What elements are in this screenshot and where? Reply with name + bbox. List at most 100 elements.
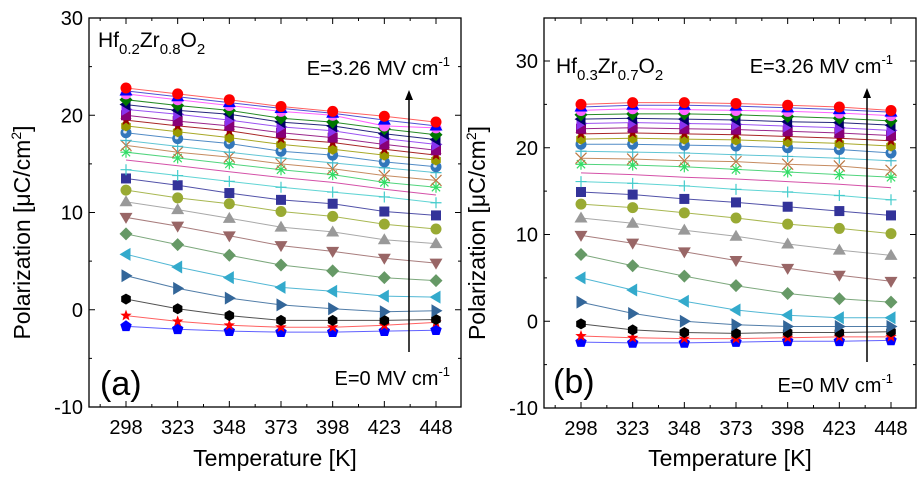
series-E18 <box>576 122 896 141</box>
marker-pentagon <box>275 326 287 337</box>
marker-triangle-up <box>677 223 691 235</box>
marker-triangle-down <box>626 238 640 250</box>
marker-triangle-right <box>679 314 691 328</box>
series-E6 <box>574 230 898 288</box>
marker-diamond <box>326 264 340 278</box>
x-tick-label: 323 <box>161 417 194 439</box>
marker-triangle-right <box>576 295 588 309</box>
marker-diamond <box>119 227 133 241</box>
y-axis-title-end: ] <box>9 125 35 131</box>
marker-pentagon <box>627 336 639 348</box>
marker-triangle-left <box>274 280 286 294</box>
marker-plus <box>430 197 442 209</box>
marker-triangle-up <box>326 225 340 237</box>
series-E7 <box>119 195 443 249</box>
annotation-zero-field: E=0 MV cm-1 <box>778 371 893 397</box>
series-E9 <box>576 186 896 221</box>
marker-star <box>575 330 587 341</box>
marker-triangle-down <box>729 256 743 268</box>
marker-circle <box>575 198 587 210</box>
marker-asterisk <box>120 146 132 158</box>
marker-hexagon <box>276 314 286 326</box>
marker-square <box>431 145 441 156</box>
marker-circle <box>120 82 132 94</box>
marker-hexagon <box>121 293 131 305</box>
marker-pentagon <box>172 323 184 335</box>
marker-star <box>627 331 639 343</box>
y-tick-label: 30 <box>516 51 538 73</box>
marker-triangle-down <box>326 246 340 258</box>
annotation-max-field-sup: -1 <box>881 52 893 67</box>
marker-diamond <box>884 295 898 309</box>
marker-triangle-left <box>677 294 689 308</box>
marker-plus <box>378 191 390 203</box>
marker-plus <box>833 189 845 201</box>
panel-b: -10 0 10 20 30 298 323 348 373 398 423 448 Hf0.3Zr0.… <box>463 17 917 471</box>
marker-triangle-up <box>119 195 133 207</box>
marker-triangle-left <box>171 260 183 274</box>
composition-label: Hf0.2Zr0.8O2 <box>98 29 205 58</box>
marker-triangle-right <box>276 298 288 312</box>
marker-circle <box>378 218 390 230</box>
series-E18 <box>121 110 441 156</box>
marker-triangle-up <box>574 211 588 223</box>
composition-subscript: 2 <box>655 67 663 84</box>
annotation-zero-field-sup: -1 <box>881 371 893 386</box>
x-tick-label: 348 <box>213 417 246 439</box>
marker-triangle-down <box>377 253 391 265</box>
marker-diamond <box>222 248 236 262</box>
marker-square <box>886 210 896 221</box>
marker-square <box>379 139 390 150</box>
marker-square <box>679 193 690 204</box>
marker-circle <box>430 116 442 128</box>
marker-star <box>327 321 339 333</box>
series-E11 <box>580 172 892 189</box>
marker-circle <box>627 97 639 109</box>
panel-a: -10 0 10 20 30 298 323 348 373 398 423 448 Hf0.2Zr0.… <box>8 8 462 471</box>
marker-square <box>731 124 741 135</box>
marker-plus <box>275 181 287 193</box>
annotation-max-field-main: E=3.26 MV cm <box>750 56 882 78</box>
marker-circle <box>172 88 184 100</box>
marker-diamond <box>832 292 846 306</box>
marker-triangle-left <box>377 289 389 303</box>
marker-cross <box>678 154 691 167</box>
composition-element: Hf <box>98 29 119 52</box>
marker-square <box>679 123 690 134</box>
y-axis-title-sup: 2 <box>463 132 479 140</box>
marker-square <box>627 122 638 133</box>
marker-triangle-left <box>574 271 586 285</box>
marker-triangle-left <box>222 271 234 285</box>
series-E5 <box>119 227 443 288</box>
marker-asterisk <box>275 164 287 176</box>
annotation-zero-field-main: E=0 MV cm <box>778 375 882 397</box>
marker-diamond <box>274 258 288 272</box>
x-tick-label: 398 <box>316 417 349 439</box>
annotation-zero-field-main: E=0 MV cm <box>335 368 439 390</box>
marker-star <box>275 132 287 144</box>
series-E0 <box>575 334 897 348</box>
marker-circle <box>678 97 690 109</box>
marker-triangle-up <box>884 248 898 260</box>
marker-triangle-down <box>171 221 185 233</box>
marker-triangle-up <box>274 220 288 232</box>
y-axis-title-main: Polarization [μC/cm <box>464 140 490 340</box>
series-E10 <box>120 164 442 209</box>
y-axis-title: Polarization [μC/cm2] <box>463 126 490 340</box>
marker-triangle-down <box>222 231 236 243</box>
composition-element: Zr <box>598 55 618 78</box>
series-E4 <box>119 247 441 304</box>
series-E7 <box>574 211 898 260</box>
composition-element: Zr <box>140 29 160 52</box>
series-E11 <box>125 159 437 196</box>
y-axis-title-sup: 2 <box>8 132 24 140</box>
marker-asterisk <box>627 159 639 171</box>
marker-square <box>576 123 586 134</box>
marker-circle <box>575 98 587 110</box>
marker-cross <box>626 153 639 165</box>
marker-plus <box>120 164 132 176</box>
marker-cross <box>378 169 391 182</box>
marker-plus <box>223 175 235 187</box>
x-tick-label: 373 <box>719 418 752 440</box>
marker-triangle-up <box>429 237 443 249</box>
